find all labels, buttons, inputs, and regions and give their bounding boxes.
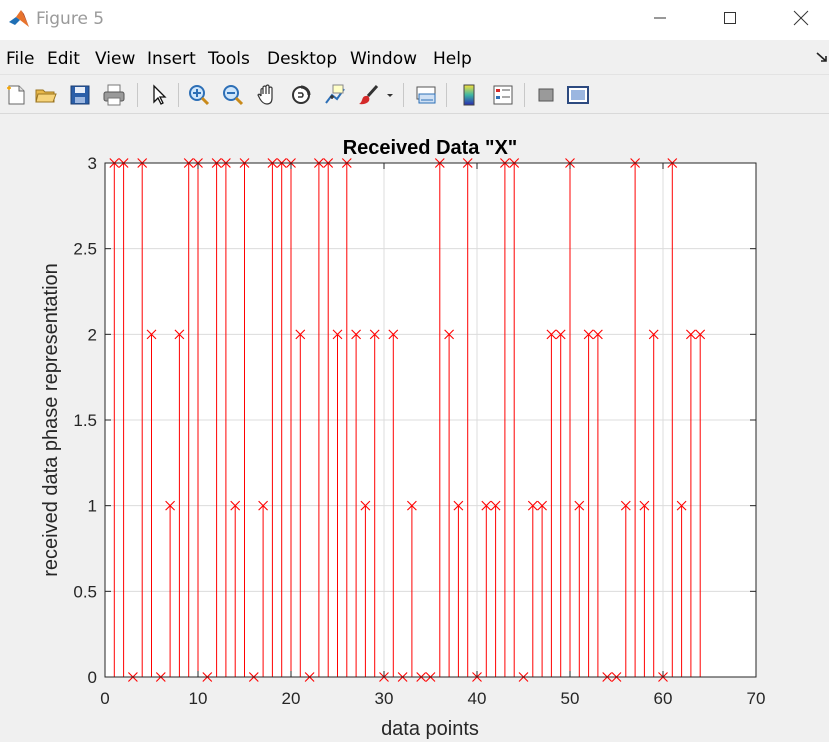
figure-canvas: 0 10 20 30 40 50 60 70 0 0.5 1 1.5 2 2.5 3 Received Da…: [0, 115, 829, 742]
colorbar-icon[interactable]: [455, 81, 483, 109]
y-tick-label: 2.5: [73, 240, 97, 259]
stem-marker: [481, 500, 492, 511]
stem-marker: [332, 329, 343, 340]
stem-marker: [676, 500, 687, 511]
y-tick-label: 3: [88, 154, 97, 173]
stem-marker: [648, 329, 659, 340]
stem-marker: [620, 500, 631, 511]
x-tick-label: 10: [189, 689, 208, 708]
rotate-3d-icon[interactable]: [287, 81, 315, 109]
stem-marker: [360, 500, 371, 511]
menu-file[interactable]: File: [6, 49, 35, 69]
zoom-out-icon[interactable]: [219, 81, 247, 109]
menu-desktop[interactable]: Desktop: [267, 49, 338, 69]
toolbar-separator: [137, 83, 138, 107]
x-tick-label: 40: [468, 689, 487, 708]
brush-dropdown-icon[interactable]: [383, 81, 397, 109]
stem-marker: [165, 500, 175, 511]
stem-marker: [546, 329, 557, 340]
figure-toolbar: [0, 74, 829, 114]
link-plot-icon[interactable]: [412, 81, 440, 109]
stem-marker: [537, 500, 547, 511]
x-tick-label: 60: [654, 689, 673, 708]
maximize-button[interactable]: [707, 0, 753, 40]
maximize-icon: [723, 11, 737, 30]
minimize-icon: [653, 11, 667, 30]
stem-marker: [174, 329, 185, 340]
menu-tools[interactable]: Tools: [208, 49, 250, 69]
stem-marker: [695, 329, 706, 340]
menu-edit[interactable]: Edit: [47, 49, 80, 69]
legend-icon[interactable]: [489, 81, 517, 109]
x-tick-label: 0: [100, 689, 109, 708]
stem-marker: [351, 329, 361, 340]
menu-window[interactable]: Window: [350, 49, 418, 69]
stem-marker: [583, 329, 594, 340]
x-tick-label: 30: [375, 689, 394, 708]
toolbar-separator: [403, 83, 404, 107]
close-button[interactable]: [778, 0, 824, 40]
toolbar-separator: [446, 83, 447, 107]
stem-marker: [574, 500, 585, 511]
stem-marker: [453, 500, 464, 511]
stem-marker: [490, 500, 501, 511]
chart-title: Received Data "X": [343, 137, 518, 159]
y-tick-label: 0.5: [73, 582, 97, 601]
stem-marker: [527, 500, 538, 511]
pointer-icon[interactable]: [144, 81, 172, 109]
matlab-logo-icon: [8, 8, 30, 30]
y-tick-label: 1: [88, 497, 97, 516]
stem-plot: 0 10 20 30 40 50 60 70 0 0.5 1 1.5 2 2.5 3 Received Da…: [40, 137, 765, 740]
save-icon[interactable]: [66, 81, 94, 109]
window-title: Figure 5: [36, 9, 105, 29]
x-tick-label: 70: [747, 689, 766, 708]
stem-marker: [295, 329, 306, 340]
print-icon[interactable]: [100, 81, 128, 109]
stem-marker: [686, 329, 696, 340]
ticks: 0 10 20 30 40 50 60 70 0 0.5 1 1.5 2 2.5 3: [73, 154, 765, 708]
close-icon: [793, 10, 809, 31]
hide-plot-tools-icon[interactable]: [532, 81, 560, 109]
show-plot-tools-icon[interactable]: [564, 81, 592, 109]
stem-marker: [146, 329, 157, 340]
stem-marker: [444, 329, 454, 340]
x-tick-label: 50: [561, 689, 580, 708]
data-cursor-icon[interactable]: [321, 81, 349, 109]
stem-marker: [639, 500, 650, 511]
x-tick-label: 20: [282, 689, 301, 708]
title-bar: Figure 5: [0, 0, 829, 40]
zoom-in-icon[interactable]: [185, 81, 213, 109]
y-tick-label: 0: [88, 668, 97, 687]
menu-bar: File Edit View Insert Tools Desktop Wind…: [0, 44, 829, 72]
toolbar-separator: [178, 83, 179, 107]
stem-marker: [407, 500, 417, 511]
y-tick-label: 1.5: [73, 411, 97, 430]
stem-marker: [388, 329, 399, 340]
dock-arrow-icon[interactable]: [815, 50, 829, 64]
stem-marker: [230, 500, 241, 511]
menu-view[interactable]: View: [95, 49, 136, 69]
menu-insert[interactable]: Insert: [147, 49, 196, 69]
x-axis-label: data points: [381, 718, 479, 740]
y-tick-label: 2: [88, 325, 97, 344]
new-figure-icon[interactable]: [2, 81, 30, 109]
stem-marker: [555, 329, 566, 340]
toolbar-separator: [524, 83, 525, 107]
menu-help[interactable]: Help: [433, 49, 472, 69]
pan-hand-icon[interactable]: [253, 81, 281, 109]
stem-marker: [369, 329, 380, 340]
open-file-icon[interactable]: [32, 81, 60, 109]
stem-marker: [258, 500, 268, 511]
y-axis-label: received data phase representation: [40, 263, 62, 577]
brush-icon[interactable]: [355, 81, 383, 109]
stem-marker: [593, 329, 603, 340]
minimize-button[interactable]: [637, 0, 683, 40]
